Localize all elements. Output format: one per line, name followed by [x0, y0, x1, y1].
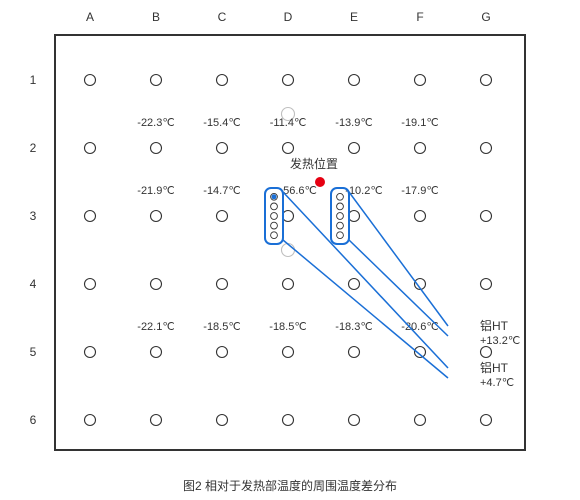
grid-point	[481, 347, 492, 358]
grid-point	[151, 415, 162, 426]
callout-sub: +13.2℃	[480, 335, 520, 347]
grid-point	[283, 75, 294, 86]
temp-label: -22.1℃	[137, 321, 174, 333]
grid-point	[217, 415, 228, 426]
temp-label: -21.9℃	[137, 185, 174, 197]
temp-label: -14.7℃	[203, 185, 240, 197]
grid-point	[217, 75, 228, 86]
grid-point	[85, 211, 96, 222]
temp-label: -15.4℃	[203, 117, 240, 129]
col-label: C	[218, 10, 227, 24]
grid-point	[283, 347, 294, 358]
grid-point	[481, 211, 492, 222]
grid-point	[349, 75, 360, 86]
callout-label: 铝HT	[480, 360, 509, 375]
blue-marker	[272, 194, 277, 199]
grid-point	[415, 415, 426, 426]
row-label: 1	[30, 73, 37, 87]
board-border	[55, 35, 525, 450]
grid-point	[85, 279, 96, 290]
small-point	[271, 213, 278, 220]
row-label: 6	[30, 413, 37, 427]
row-label: 2	[30, 141, 37, 155]
grid-point	[151, 279, 162, 290]
grid-point	[85, 347, 96, 358]
small-point	[271, 203, 278, 210]
callout-line	[283, 240, 448, 378]
grid-point	[217, 279, 228, 290]
col-label: B	[152, 10, 160, 24]
grid-point	[217, 347, 228, 358]
faded-point	[282, 244, 295, 257]
grid-point	[85, 415, 96, 426]
col-label: E	[350, 10, 358, 24]
col-label: D	[284, 10, 293, 24]
grid-point	[481, 279, 492, 290]
grid-point	[151, 211, 162, 222]
callout-label: 铝HT	[480, 318, 509, 333]
temp-label: -17.9℃	[401, 185, 438, 197]
grid-point	[283, 415, 294, 426]
grid-point	[349, 347, 360, 358]
grid-point	[151, 143, 162, 154]
row-label: 4	[30, 277, 37, 291]
grid-point	[481, 75, 492, 86]
temp-label: -19.1℃	[401, 117, 438, 129]
small-point	[337, 232, 344, 239]
grid-point	[85, 143, 96, 154]
temp-label: -18.5℃	[269, 321, 306, 333]
small-point	[337, 193, 344, 200]
row-label: 3	[30, 209, 37, 223]
small-point	[337, 203, 344, 210]
small-point	[337, 213, 344, 220]
callout-sub: +4.7℃	[480, 377, 514, 389]
grid-point	[481, 143, 492, 154]
col-label: G	[481, 10, 490, 24]
temp-label: -11.4℃	[270, 117, 307, 129]
temp-label: -18.5℃	[203, 321, 240, 333]
grid-point	[283, 143, 294, 154]
heat-label: 发热位置	[290, 156, 338, 171]
grid-point	[415, 211, 426, 222]
temp-label: -20.6℃	[401, 321, 438, 333]
small-point	[271, 232, 278, 239]
grid-point	[349, 279, 360, 290]
grid-point	[481, 415, 492, 426]
grid-point	[283, 279, 294, 290]
grid-point	[151, 347, 162, 358]
row-label: 5	[30, 345, 37, 359]
grid-point	[415, 75, 426, 86]
temp-label: -13.9℃	[335, 117, 372, 129]
col-label: A	[86, 10, 94, 24]
small-point	[337, 222, 344, 229]
temp-label: -18.3℃	[335, 321, 372, 333]
grid-point	[151, 75, 162, 86]
small-point	[271, 222, 278, 229]
callout-line	[349, 192, 448, 326]
col-label: F	[416, 10, 423, 24]
grid-point	[217, 211, 228, 222]
grid-point	[217, 143, 228, 154]
grid-point	[85, 75, 96, 86]
grid-point	[349, 415, 360, 426]
grid-point	[283, 211, 294, 222]
heat-dot	[315, 177, 325, 187]
figure-caption: 图2 相对于发热部温度的周围温度差分布	[183, 478, 397, 493]
temp-label: -22.3℃	[137, 117, 174, 129]
grid-point	[349, 143, 360, 154]
grid-point	[415, 143, 426, 154]
grid-point	[349, 211, 360, 222]
temp-label: 56.6℃	[283, 185, 317, 197]
